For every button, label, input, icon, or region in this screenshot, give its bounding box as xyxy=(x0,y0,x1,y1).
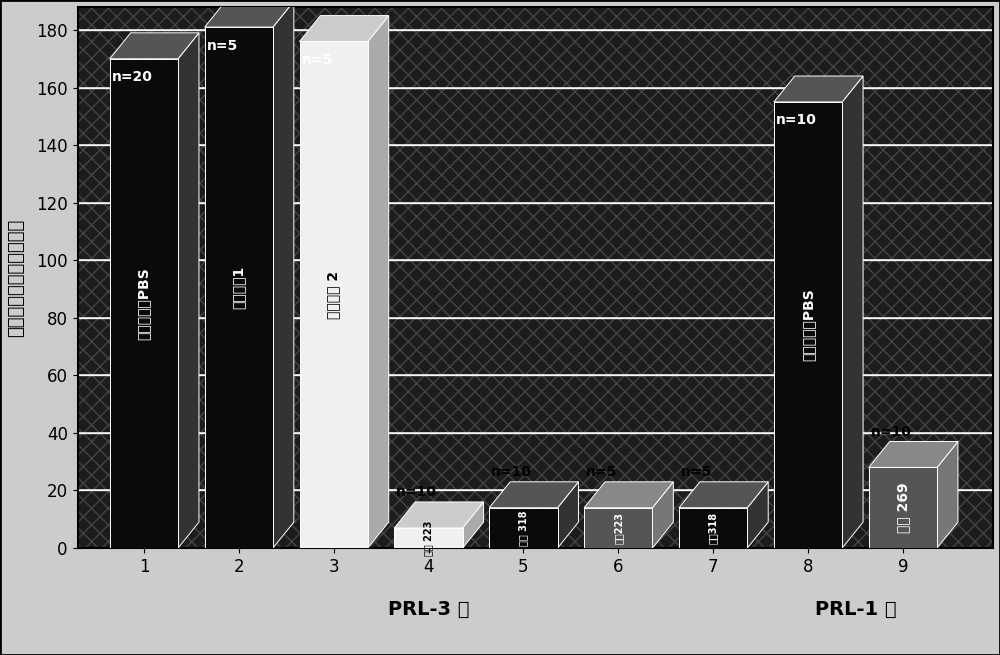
Polygon shape xyxy=(652,482,673,548)
Text: 未处理的或PBS: 未处理的或PBS xyxy=(137,267,151,340)
Text: n=10: n=10 xyxy=(776,113,817,128)
Polygon shape xyxy=(584,482,673,508)
Bar xyxy=(869,468,937,548)
Polygon shape xyxy=(489,482,578,508)
Text: 对照腹氧 2: 对照腹氧 2 xyxy=(327,271,341,319)
Bar xyxy=(394,528,463,548)
Bar xyxy=(205,27,273,548)
Polygon shape xyxy=(869,441,958,468)
Text: 未处理的或PBS: 未处理的或PBS xyxy=(801,289,815,362)
Text: n=10: n=10 xyxy=(491,465,532,479)
Polygon shape xyxy=(273,1,294,548)
Polygon shape xyxy=(394,502,484,528)
Text: 腹氧 269: 腹氧 269 xyxy=(896,483,910,533)
Polygon shape xyxy=(937,441,958,548)
Polygon shape xyxy=(774,76,863,102)
Bar xyxy=(110,59,178,548)
Bar xyxy=(489,508,558,548)
Text: n=5: n=5 xyxy=(586,465,617,479)
Polygon shape xyxy=(205,1,294,27)
Text: PRL-1 肺: PRL-1 肺 xyxy=(815,600,896,619)
Bar xyxy=(300,41,368,548)
Polygon shape xyxy=(558,482,578,548)
Text: PRL-3 肺: PRL-3 肺 xyxy=(388,600,469,619)
Polygon shape xyxy=(300,16,389,41)
Polygon shape xyxy=(110,33,199,59)
Polygon shape xyxy=(679,482,768,508)
Text: n=10: n=10 xyxy=(396,485,437,499)
Text: 腹氧 318: 腹氧 318 xyxy=(518,510,528,546)
Text: 腹氧 223: 腹氧 223 xyxy=(424,520,434,555)
Polygon shape xyxy=(463,502,484,548)
Polygon shape xyxy=(747,482,768,548)
Text: 对照腹氧1: 对照腹氧1 xyxy=(232,266,246,309)
Text: n=5: n=5 xyxy=(207,39,238,52)
Polygon shape xyxy=(178,33,199,548)
Text: 纯的318: 纯的318 xyxy=(708,512,718,544)
Text: 纯的223: 纯的223 xyxy=(613,512,623,544)
Text: n=5: n=5 xyxy=(681,465,712,479)
Polygon shape xyxy=(842,76,863,548)
Bar xyxy=(774,102,842,548)
Text: n=20: n=20 xyxy=(112,70,153,84)
Y-axis label: 每个肺中的平均肿瘤数目: 每个肺中的平均肿瘤数目 xyxy=(7,218,25,337)
Bar xyxy=(584,508,652,548)
Polygon shape xyxy=(368,16,389,548)
Text: n=10: n=10 xyxy=(871,424,912,439)
Bar xyxy=(679,508,747,548)
Text: n=5: n=5 xyxy=(301,53,333,67)
